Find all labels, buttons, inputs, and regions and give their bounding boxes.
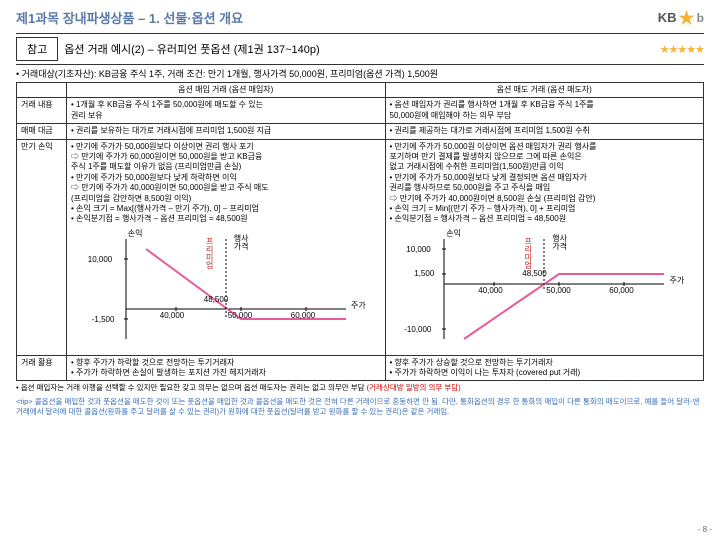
reference-label: 참고 <box>16 37 58 61</box>
x-bep: 48,500 <box>204 295 228 305</box>
cell-usage-right: • 향후 주가가 상승할 것으로 전망하는 투기거래자 • 주가가 하락하면 이… <box>385 355 704 381</box>
premium-vlabel: 프리미엄 <box>522 237 532 269</box>
x-tick-3: 60,000 <box>291 311 315 321</box>
row-label-usage: 거래 활용 <box>17 355 67 381</box>
y-tick-bottom: -1,500 <box>92 315 115 325</box>
line: • 손익 크기 = Max[(행사가격 – 만기 주가), 0] – 프리미엄 <box>71 204 381 214</box>
footnote-text: • 옵션 매입자는 거래 이행을 선택할 수 있지만 필요한 갖고 의무는 없으… <box>16 383 367 392</box>
payoff-right-text: • 만기에 주가가 50,000원 이상이면 옵션 매입자가 권리 행사를 포기… <box>390 142 700 225</box>
row-label-payment: 매매 대금 <box>17 124 67 139</box>
line: • 손익분기점 = 행사가격 – 옵션 프리미엄 = 48,500원 <box>71 214 381 224</box>
logo: KB ★b <box>658 9 704 27</box>
line: 포기하며 만기 결제를 발생하지 않으므로 그에 따른 손익은 <box>390 152 700 162</box>
x-bep: 48,500 <box>522 269 546 279</box>
header: 제1과목 장내파생상품 – 1. 선물·옵션 개요 KB ★b <box>0 0 720 31</box>
long-put-chart: 손익 주가 10,000 -1,500 48,500 40,000 50,000… <box>86 229 366 349</box>
reference-text: 옵션 거래 예시(2) – 유러피언 풋옵션 (제1권 137~140p) <box>64 41 659 57</box>
cell-content-right: • 옵션 매입자가 권리를 행사하면 1개월 후 KB금융 주식 1주를 50,… <box>385 98 704 124</box>
col-header-left: 옵션 매입 거래 (옵션 매입자) <box>67 83 386 98</box>
reference-row: 참고 옵션 거래 예시(2) – 유러피언 풋옵션 (제1권 137~140p)… <box>16 33 704 65</box>
line: • 만기에 주가가 50,000원 이상이면 옵션 매입자가 권리 행사를 <box>390 142 700 152</box>
x-axis-label: 주가 <box>351 301 366 311</box>
line: 없고 거래시점에 수취한 프리미엄(1,500원)만큼 이익 <box>390 162 700 172</box>
x-tick-1: 40,000 <box>478 286 502 296</box>
logo-suffix: b <box>697 11 704 25</box>
row-label-payoff: 만기 손익 <box>17 139 67 355</box>
footnote: • 옵션 매입자는 거래 이행을 선택할 수 있지만 필요한 갖고 의무는 없으… <box>0 381 720 395</box>
payoff-left-text: • 만기에 주가가 50,000원보다 이상이면 권리 행사 포기 ⇨ 만기에 … <box>71 142 381 225</box>
y-tick-mid: 1,500 <box>414 269 434 279</box>
y-tick-bottom: -10,000 <box>404 325 431 335</box>
y-axis-label: 손익 <box>446 229 461 239</box>
logo-text: KB <box>658 10 677 25</box>
x-tick-2: 50,000 <box>546 286 570 296</box>
premium-vlabel: 프리미엄 <box>204 237 214 269</box>
line: • 만기에 주가가 50,000원보다 이상이면 권리 행사 포기 <box>71 142 381 152</box>
y-axis-label: 손익 <box>128 229 143 239</box>
strike-vlabel: 행사가격 <box>234 235 249 251</box>
y-tick-top: 10,000 <box>406 245 430 255</box>
cell-payment-left: • 권리를 보유하는 대가로 거래시점에 프리미엄 1,500원 지급 <box>67 124 386 139</box>
line: ⇨ 만기에 주가가 40,000원이면 50,000원을 받고 주식 매도 <box>71 183 381 193</box>
difficulty-stars: ★★★★★ <box>660 43 704 56</box>
page-number: - 8 - <box>698 525 712 534</box>
cell-payment-right: • 권리를 제공하는 대가로 거래시점에 프리미엄 1,500원 수취 <box>385 124 704 139</box>
line: • 만기에 주가가 50,000원보다 낮게 결정되면 옵션 매입자가 <box>390 173 700 183</box>
row-label-content: 거래 내용 <box>17 98 67 124</box>
page-title: 제1과목 장내파생상품 – 1. 선물·옵션 개요 <box>16 8 243 27</box>
line: ⇨ 만기에 주가가 60,000원이면 50,000원을 받고 KB금융 <box>71 152 381 162</box>
line: (프리미엄을 감안하면 8,500원 이익) <box>71 194 381 204</box>
x-tick-2: 50,000 <box>228 311 252 321</box>
line: • 손익분기점 = 행사가격 – 옵션 프리미엄 = 48,500원 <box>390 214 700 224</box>
line: ⇨ 만기에 주가가 40,000원이면 8,500원 손실 (프리미엄 감안) <box>390 194 700 204</box>
table-corner <box>17 83 67 98</box>
strike-vlabel: 행사가격 <box>552 235 567 251</box>
cell-usage-left: • 향후 주가가 하락할 것으로 전망하는 투기거래자 • 주가가 하락하면 손… <box>67 355 386 381</box>
footnote-red: (거래상대방 일방의 의무 부담) <box>367 383 461 392</box>
short-put-chart: 손익 주가 10,000 1,500 -10,000 48,500 40,000… <box>404 229 684 349</box>
tip-text: <tip> 콜옵션을 매입한 것과 풋옵션을 매도한 것이 또는 풋옵션을 매입… <box>0 395 720 419</box>
x-tick-1: 40,000 <box>160 311 184 321</box>
line: 주식 1주를 매도할 이유가 없음 (프리미엄만큼 손실) <box>71 162 381 172</box>
line: • 손익 크기 = Min[(만기 주가 – 행사가격), 0] + 프리미엄 <box>390 204 700 214</box>
cell-content-left: • 1개월 후 KB금융 주식 1주를 50,000원에 매도할 수 있는 권리… <box>67 98 386 124</box>
main-table: 옵션 매입 거래 (옵션 매입자) 옵션 매도 거래 (옵션 매도자) 거래 내… <box>16 82 704 381</box>
y-tick-top: 10,000 <box>88 255 112 265</box>
cell-payoff-left: • 만기에 주가가 50,000원보다 이상이면 권리 행사 포기 ⇨ 만기에 … <box>67 139 386 355</box>
col-header-right: 옵션 매도 거래 (옵션 매도자) <box>385 83 704 98</box>
line: • 만기에 주가가 50,000원보다 낮게 하락하면 이익 <box>71 173 381 183</box>
x-axis-label: 주가 <box>670 276 685 286</box>
cell-payoff-right: • 만기에 주가가 50,000원 이상이면 옵션 매입자가 권리 행사를 포기… <box>385 139 704 355</box>
x-tick-3: 60,000 <box>609 286 633 296</box>
condition-line: • 거래대상(기초자산): KB금융 주식 1주, 거래 조건: 만기 1개월,… <box>0 65 720 82</box>
line: 권리를 행사하므로 50,000원을 주고 주식을 매입 <box>390 183 700 193</box>
logo-star-icon: ★ <box>679 9 695 27</box>
